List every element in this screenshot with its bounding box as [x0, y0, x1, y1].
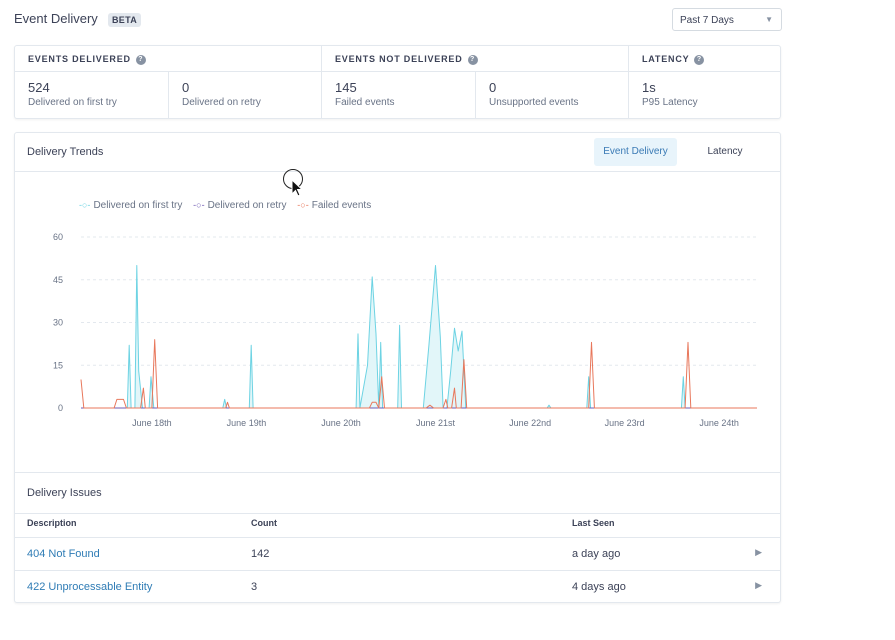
- issue-count: 3: [251, 581, 258, 593]
- issue-last-seen: a day ago: [572, 548, 621, 560]
- table-row[interactable]: 422 Unprocessable Entity 3 4 days ago ▶: [15, 570, 780, 604]
- metric-value: 524: [28, 80, 50, 95]
- trends-header: Delivery Trends Event Delivery Latency: [15, 133, 780, 172]
- x-tick-label: June 23rd: [605, 418, 645, 428]
- legend-marker-icon: -○-: [297, 200, 309, 210]
- legend-item[interactable]: -○- Failed events: [297, 200, 371, 211]
- latency-group: LATENCY? 1s P95 Latency: [628, 46, 781, 118]
- events-delivered-group: EVENTS DELIVERED? 524 Delivered on first…: [15, 46, 321, 118]
- chart-legend: -○- Delivered on first try -○- Delivered o…: [79, 200, 379, 211]
- metric-failed-events: 145 Failed events: [322, 72, 475, 118]
- page-header: Event Delivery BETA Past 7 Days ▼: [14, 8, 782, 32]
- legend-marker-icon: -○-: [193, 200, 205, 210]
- events-not-delivered-group: EVENTS NOT DELIVERED? 145 Failed events …: [321, 46, 629, 118]
- x-tick-label: June 24th: [699, 418, 739, 428]
- metric-p95-latency: 1s P95 Latency: [629, 72, 781, 118]
- delivery-trends-chart: 0 15 30 45 60 June 18th June 19th June 20th June…: [53, 232, 757, 428]
- legend-item[interactable]: -○- Delivered on first try: [79, 200, 182, 211]
- help-icon[interactable]: ?: [135, 54, 146, 65]
- mouse-cursor-icon: [283, 169, 304, 197]
- chevron-right-icon[interactable]: ▶: [755, 580, 762, 590]
- legend-label: Failed events: [311, 200, 372, 211]
- x-tick-label: June 18th: [132, 418, 172, 428]
- tab-event-delivery[interactable]: Event Delivery: [594, 138, 677, 166]
- chevron-down-icon: ▼: [765, 15, 773, 24]
- chevron-right-icon[interactable]: ▶: [755, 547, 762, 557]
- column-header-count[interactable]: Count: [251, 518, 277, 528]
- metric-value: 0: [489, 80, 497, 95]
- date-range-select[interactable]: Past 7 Days ▼: [672, 8, 782, 31]
- tab-latency[interactable]: Latency: [707, 146, 743, 157]
- group-title: EVENTS DELIVERED: [28, 54, 131, 64]
- help-icon[interactable]: ?: [467, 54, 478, 65]
- y-tick-label: 60: [53, 232, 63, 242]
- issue-description-link[interactable]: 404 Not Found: [27, 548, 100, 560]
- help-icon[interactable]: ?: [694, 54, 705, 65]
- beta-badge: BETA: [108, 13, 142, 27]
- delivery-trends-panel: Delivery Trends Event Delivery Latency -…: [14, 132, 781, 603]
- metric-delivered-retry: 0 Delivered on retry: [168, 72, 322, 118]
- x-tick-label: June 20th: [321, 418, 361, 428]
- metric-value: 145: [335, 80, 357, 95]
- metric-value: 1s: [642, 80, 656, 95]
- metric-label: Delivered on first try: [28, 97, 117, 108]
- metric-delivered-first-try: 524 Delivered on first try: [15, 72, 168, 118]
- issue-count: 142: [251, 548, 270, 560]
- series-area: [81, 265, 757, 408]
- trends-title: Delivery Trends: [27, 146, 104, 158]
- series-line: [81, 265, 757, 409]
- metric-unsupported-events: 0 Unsupported events: [475, 72, 630, 118]
- series-line: [80, 339, 757, 409]
- column-header-last-seen[interactable]: Last Seen: [572, 518, 615, 528]
- legend-label: Delivered on retry: [207, 200, 287, 211]
- x-tick-label: June 19th: [227, 418, 267, 428]
- y-tick-label: 30: [53, 318, 63, 328]
- y-tick-label: 45: [53, 275, 63, 285]
- group-title: LATENCY: [642, 54, 690, 64]
- metric-label: Delivered on retry: [182, 97, 261, 108]
- x-tick-label: June 21st: [416, 418, 456, 428]
- issues-header: Delivery Issues: [15, 472, 780, 514]
- issue-last-seen: 4 days ago: [572, 581, 626, 593]
- date-range-value: Past 7 Days: [680, 15, 734, 26]
- legend-marker-icon: -○-: [79, 200, 91, 210]
- table-row[interactable]: 404 Not Found 142 a day ago ▶: [15, 537, 780, 571]
- issue-description-link[interactable]: 422 Unprocessable Entity: [27, 581, 153, 593]
- y-tick-label: 15: [53, 360, 63, 370]
- x-tick-label: June 22nd: [509, 418, 551, 428]
- column-header-description[interactable]: Description: [27, 518, 77, 528]
- legend-item[interactable]: -○- Delivered on retry: [193, 200, 286, 211]
- legend-label: Delivered on first try: [93, 200, 183, 211]
- y-tick-label: 0: [58, 403, 63, 413]
- metric-label: P95 Latency: [642, 97, 698, 108]
- metric-value: 0: [182, 80, 190, 95]
- page-title: Event Delivery: [14, 11, 98, 26]
- group-title: EVENTS NOT DELIVERED: [335, 54, 463, 64]
- metric-label: Failed events: [335, 97, 395, 108]
- summary-metrics: EVENTS DELIVERED? 524 Delivered on first…: [14, 45, 781, 119]
- issues-title: Delivery Issues: [27, 487, 102, 499]
- metric-label: Unsupported events: [489, 97, 579, 108]
